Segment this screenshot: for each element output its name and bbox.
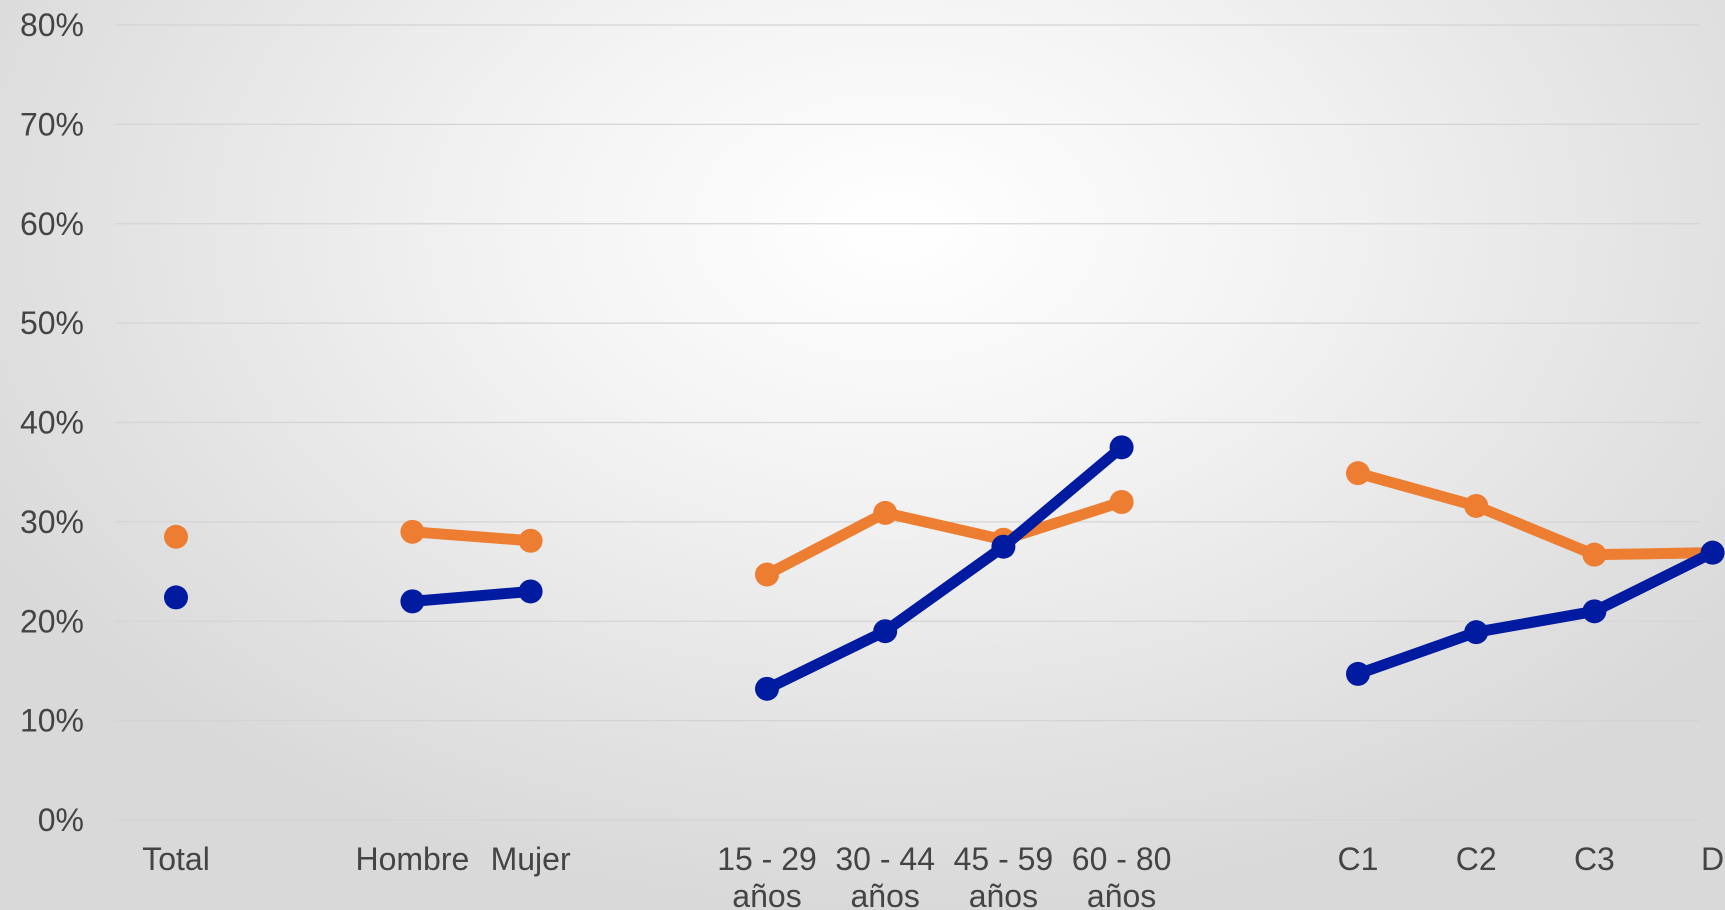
y-tick-label: 0% [38,802,84,838]
data-point [755,676,779,701]
series-line [761,441,1128,695]
x-tick-label: Mujer [491,841,571,877]
x-tick-label: años [732,878,801,910]
x-tick-label: 60 - 80 [1072,841,1172,877]
x-tick-label: C2 [1456,841,1497,877]
data-point [1346,461,1370,486]
data-point [1346,661,1370,686]
x-tick-label: C1 [1338,841,1379,877]
series-line [406,526,537,547]
x-tick-label: años [969,878,1038,910]
data-point [1700,540,1725,565]
series-line [1352,467,1719,561]
y-tick-label: 50% [20,305,84,341]
x-tick-label: 15 - 29 [717,841,817,877]
x-tick-label: 30 - 44 [835,841,935,877]
data-point [755,562,779,587]
x-tick-label: años [1087,878,1156,910]
data-point [400,589,425,614]
data-point [873,500,898,525]
data-point [164,524,188,549]
y-tick-label: 70% [20,106,84,142]
data-point [991,534,1016,559]
y-tick-label: 40% [20,405,84,441]
y-axis: 0% 10% 20% 30% 40% 50% 60% 70% 80% [20,7,84,838]
data-point [518,528,543,553]
data-point [1582,542,1607,567]
series-1 [164,461,1725,587]
series-line [761,496,1128,581]
x-tick-label: 45 - 59 [954,841,1054,877]
x-tick-label: Total [142,841,210,877]
series-layer [164,435,1725,701]
data-point [164,585,188,610]
x-tick-label: Hombre [355,841,469,877]
data-point [1109,490,1134,514]
series-line [406,585,537,607]
y-tick-label: 60% [20,206,84,242]
data-point [1464,493,1489,518]
series-line [1352,547,1719,680]
data-point [1464,620,1489,645]
y-tick-label: 30% [20,504,84,540]
data-point [400,519,425,544]
y-tick-label: 20% [20,603,84,639]
y-tick-label: 80% [20,7,84,43]
series-2 [164,435,1725,701]
gridlines [115,24,1700,821]
data-point [873,619,898,644]
data-point [1109,435,1134,460]
x-tick-label: años [851,878,920,910]
data-point [1582,599,1607,624]
y-tick-label: 10% [20,703,84,739]
x-tick-label: C3 [1574,841,1615,877]
x-tick-label: D [1701,841,1724,877]
data-point [518,579,543,604]
